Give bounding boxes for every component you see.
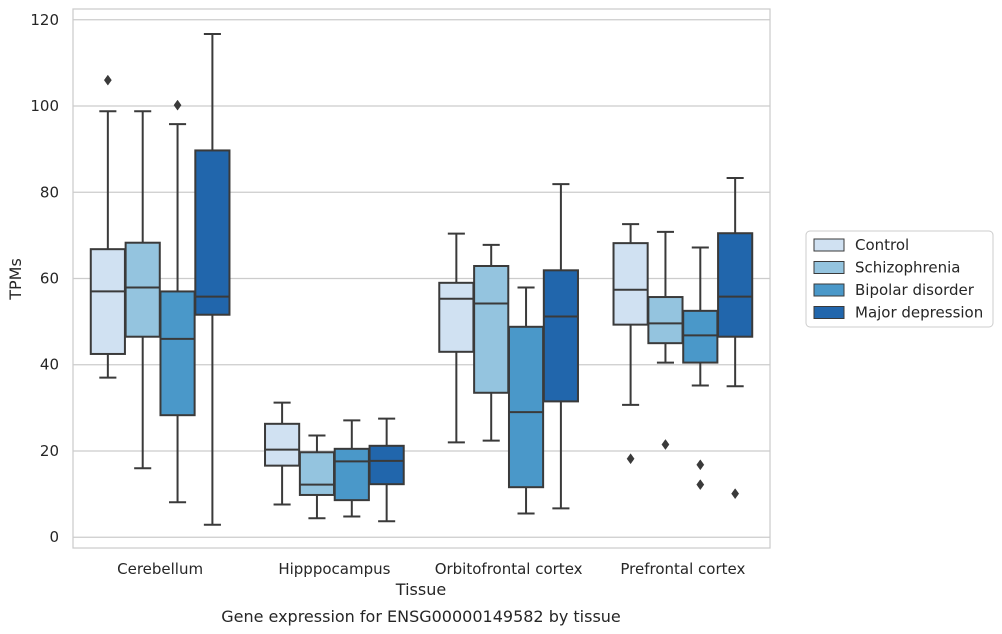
box-control	[612, 223, 649, 465]
x-tick-label: Prefrontal cortex	[620, 560, 745, 578]
legend-swatch	[813, 261, 845, 274]
outlier-point	[696, 459, 705, 471]
box-body	[264, 422, 301, 467]
y-tick-label: 0	[49, 528, 59, 546]
y-tick-label: 80	[40, 183, 59, 201]
box-body	[542, 269, 579, 403]
legend-frame	[805, 230, 994, 328]
legend-swatch	[813, 283, 845, 297]
legend-label: Control	[855, 236, 909, 254]
outlier-point	[731, 488, 740, 500]
y-tick-label: 120	[30, 11, 59, 29]
box-bipolar-disorder	[507, 286, 545, 515]
x-tick-label: Hipppocampus	[278, 560, 390, 578]
outlier-point	[103, 74, 112, 86]
box-body	[194, 149, 231, 316]
box-control	[264, 401, 301, 506]
legend: Control Schizophrenia Bipolar disorder Majo…	[805, 230, 994, 328]
box-body	[612, 242, 649, 326]
box-major-depression	[194, 33, 231, 526]
box-body	[159, 290, 196, 417]
x-axis-label: Tissue	[395, 580, 446, 599]
x-tick-label: Orbitofrontal cortex	[435, 560, 583, 578]
box-control	[89, 74, 126, 379]
box-control	[438, 232, 475, 444]
box-schizophrenia	[473, 243, 510, 442]
box-body	[298, 451, 336, 496]
y-tick-label: 100	[30, 97, 59, 115]
box-schizophrenia	[298, 434, 336, 520]
y-tick-label: 40	[40, 356, 59, 374]
box-body	[682, 309, 719, 364]
box-body	[438, 281, 475, 353]
outlier-point	[626, 453, 635, 465]
box-body	[368, 444, 405, 486]
chart-title: Gene expression for ENSG00000149582 by t…	[221, 607, 621, 626]
box-body	[647, 296, 684, 345]
box-major-depression	[717, 177, 754, 500]
y-axis-label: TPMs	[6, 258, 25, 301]
legend-swatch	[813, 238, 845, 252]
box-schizophrenia	[124, 110, 161, 470]
x-tick-labels: Cerebellum Hipppocampus Orbitofrontal cort…	[117, 560, 745, 578]
y-tick-labels: 0 20 40 60 80 100 120	[30, 11, 59, 546]
box-body	[473, 264, 510, 394]
box-body	[507, 325, 545, 489]
legend-label: Bipolar disorder	[855, 281, 975, 299]
legend-swatch	[813, 306, 845, 319]
y-tick-label: 60	[40, 270, 59, 288]
box-body	[89, 248, 126, 355]
outlier-point	[696, 479, 705, 491]
box-major-depression	[368, 417, 405, 523]
box-schizophrenia	[647, 230, 684, 450]
box-body	[717, 232, 754, 338]
plot-frame	[72, 8, 771, 549]
box-bipolar-disorder	[159, 99, 196, 504]
boxes	[89, 33, 754, 526]
y-tick-label: 20	[40, 442, 59, 460]
outlier-point	[173, 99, 182, 111]
box-body	[124, 241, 161, 338]
box-major-depression	[542, 183, 579, 510]
x-tick-label: Cerebellum	[117, 560, 203, 578]
box-body	[333, 447, 370, 502]
legend-label: Schizophrenia	[855, 259, 960, 277]
outlier-point	[661, 439, 670, 450]
legend-label: Major depression	[855, 304, 983, 322]
